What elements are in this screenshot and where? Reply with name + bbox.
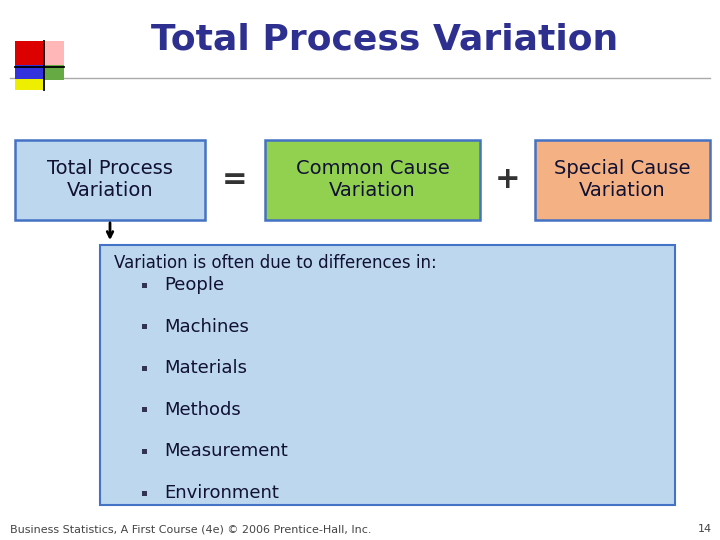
Text: Common Cause
Variation: Common Cause Variation [296, 159, 449, 200]
Bar [142, 490, 147, 496]
Text: Materials: Materials [164, 359, 247, 377]
Text: Variation is often due to differences in:: Variation is often due to differences in… [114, 254, 437, 272]
FancyBboxPatch shape [265, 140, 480, 220]
FancyBboxPatch shape [15, 140, 205, 220]
Text: Machines: Machines [164, 318, 249, 335]
Text: Special Cause
Variation: Special Cause Variation [554, 159, 690, 200]
Text: Environment: Environment [164, 484, 279, 502]
Bar [142, 282, 147, 287]
Text: =: = [222, 165, 248, 194]
Bar [15, 40, 44, 66]
Text: +: + [495, 165, 521, 194]
Bar [142, 324, 147, 329]
Bar [44, 40, 64, 66]
Bar [142, 449, 147, 454]
Text: Total Process
Variation: Total Process Variation [47, 159, 173, 200]
Text: Measurement: Measurement [164, 442, 288, 461]
Text: Total Process Variation: Total Process Variation [151, 23, 618, 57]
Bar [15, 65, 44, 79]
Bar [15, 79, 44, 90]
Text: Business Statistics, A First Course (4e) © 2006 Prentice-Hall, Inc.: Business Statistics, A First Course (4e)… [10, 524, 372, 534]
Bar [44, 65, 64, 79]
Text: Methods: Methods [164, 401, 240, 419]
Bar [142, 407, 147, 413]
Text: People: People [164, 276, 224, 294]
FancyBboxPatch shape [535, 140, 710, 220]
Text: 14: 14 [698, 524, 712, 534]
FancyBboxPatch shape [100, 245, 675, 505]
Bar [142, 366, 147, 370]
